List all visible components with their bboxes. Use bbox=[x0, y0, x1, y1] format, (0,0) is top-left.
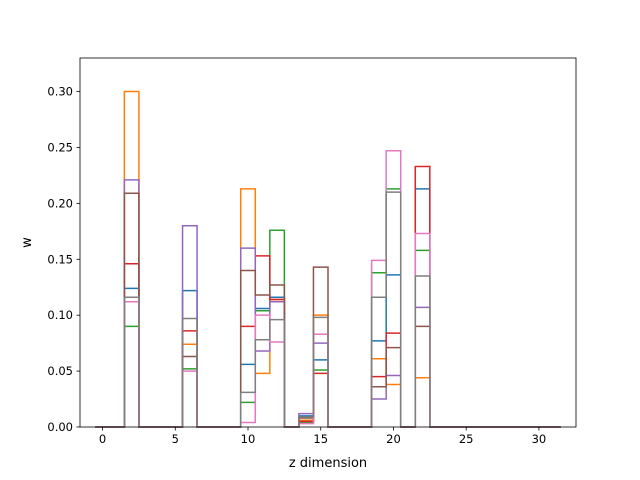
x-axis-ticks: 0 5 10 15 20 25 30 bbox=[99, 427, 546, 446]
x-tick-label: 30 bbox=[532, 432, 547, 446]
x-tick-label: 5 bbox=[172, 432, 179, 446]
y-tick-label: 0.25 bbox=[47, 140, 73, 154]
x-tick-label: 25 bbox=[459, 432, 474, 446]
y-axis-label: w bbox=[20, 237, 35, 248]
x-tick-label: 15 bbox=[313, 432, 328, 446]
axes-frame bbox=[79, 57, 577, 428]
x-tick-label: 0 bbox=[99, 432, 106, 446]
y-axis-ticks: 0.00 0.05 0.10 0.15 0.20 0.25 0.30 bbox=[47, 85, 80, 434]
y-tick-label: 0.15 bbox=[47, 252, 73, 266]
x-axis-label: z dimension bbox=[289, 456, 367, 471]
x-tick-label: 10 bbox=[241, 432, 256, 446]
y-tick-label: 0.30 bbox=[47, 85, 73, 99]
y-tick-label: 0.05 bbox=[47, 364, 73, 378]
y-tick-label: 0.10 bbox=[47, 308, 73, 322]
y-tick-label: 0.00 bbox=[47, 420, 73, 434]
x-tick-label: 20 bbox=[386, 432, 401, 446]
y-tick-label: 0.20 bbox=[47, 196, 73, 210]
